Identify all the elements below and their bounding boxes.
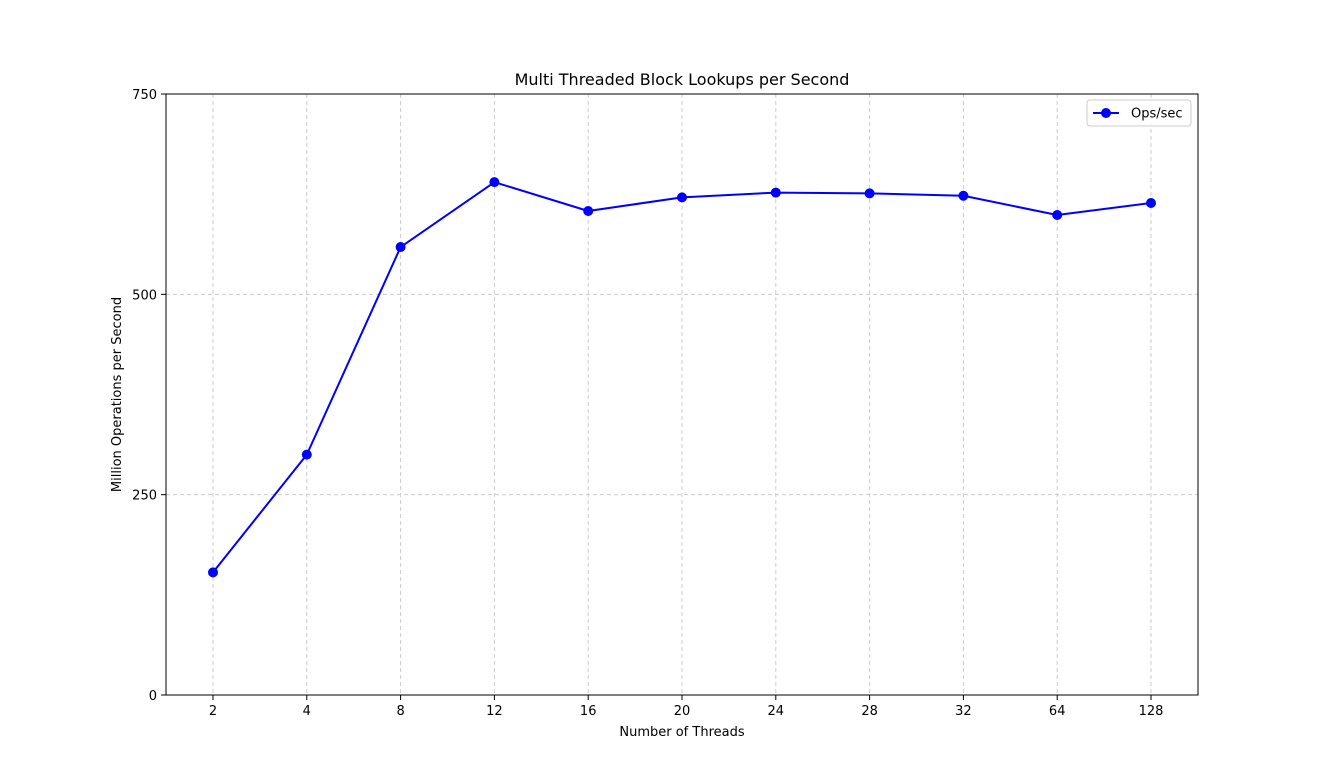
x-tick-label: 2 xyxy=(209,704,217,719)
y-tick-label: 750 xyxy=(132,88,157,103)
legend-entry-ops-sec: Ops/sec xyxy=(1131,107,1183,122)
data-point xyxy=(958,190,969,201)
x-tick-label: 8 xyxy=(396,704,404,719)
chart-title: Multi Threaded Block Lookups per Second xyxy=(515,70,850,89)
data-point xyxy=(1146,197,1156,208)
legend-marker-swatch xyxy=(1101,108,1111,118)
data-point xyxy=(1052,210,1063,221)
y-axis-label: Million Operations per Second xyxy=(110,297,125,492)
y-tick-label: 0 xyxy=(149,689,157,704)
x-tick-label: 24 xyxy=(768,704,785,719)
data-point xyxy=(489,177,500,188)
x-axis-label: Number of Threads xyxy=(619,725,744,740)
y-tick-label: 250 xyxy=(132,489,157,504)
data-point xyxy=(395,242,406,253)
data-point xyxy=(583,205,594,216)
x-tick-label: 128 xyxy=(1139,704,1164,719)
x-tick-label: 20 xyxy=(674,704,691,719)
data-point xyxy=(208,567,218,578)
data-point xyxy=(864,188,875,199)
data-point xyxy=(301,449,312,460)
legend-box xyxy=(1086,99,1192,127)
x-tick-label: 16 xyxy=(580,704,597,719)
x-tick-label: 28 xyxy=(861,704,878,719)
y-tick-label: 500 xyxy=(132,288,157,303)
x-tick-label: 64 xyxy=(1049,704,1066,719)
data-point xyxy=(770,187,781,198)
legend: Ops/sec xyxy=(1086,99,1192,127)
data-point xyxy=(677,192,687,203)
x-tick-label: 12 xyxy=(486,704,503,719)
series-layer xyxy=(208,177,1156,578)
x-tick-label: 4 xyxy=(303,704,311,719)
x-tick-label: 32 xyxy=(955,704,972,719)
